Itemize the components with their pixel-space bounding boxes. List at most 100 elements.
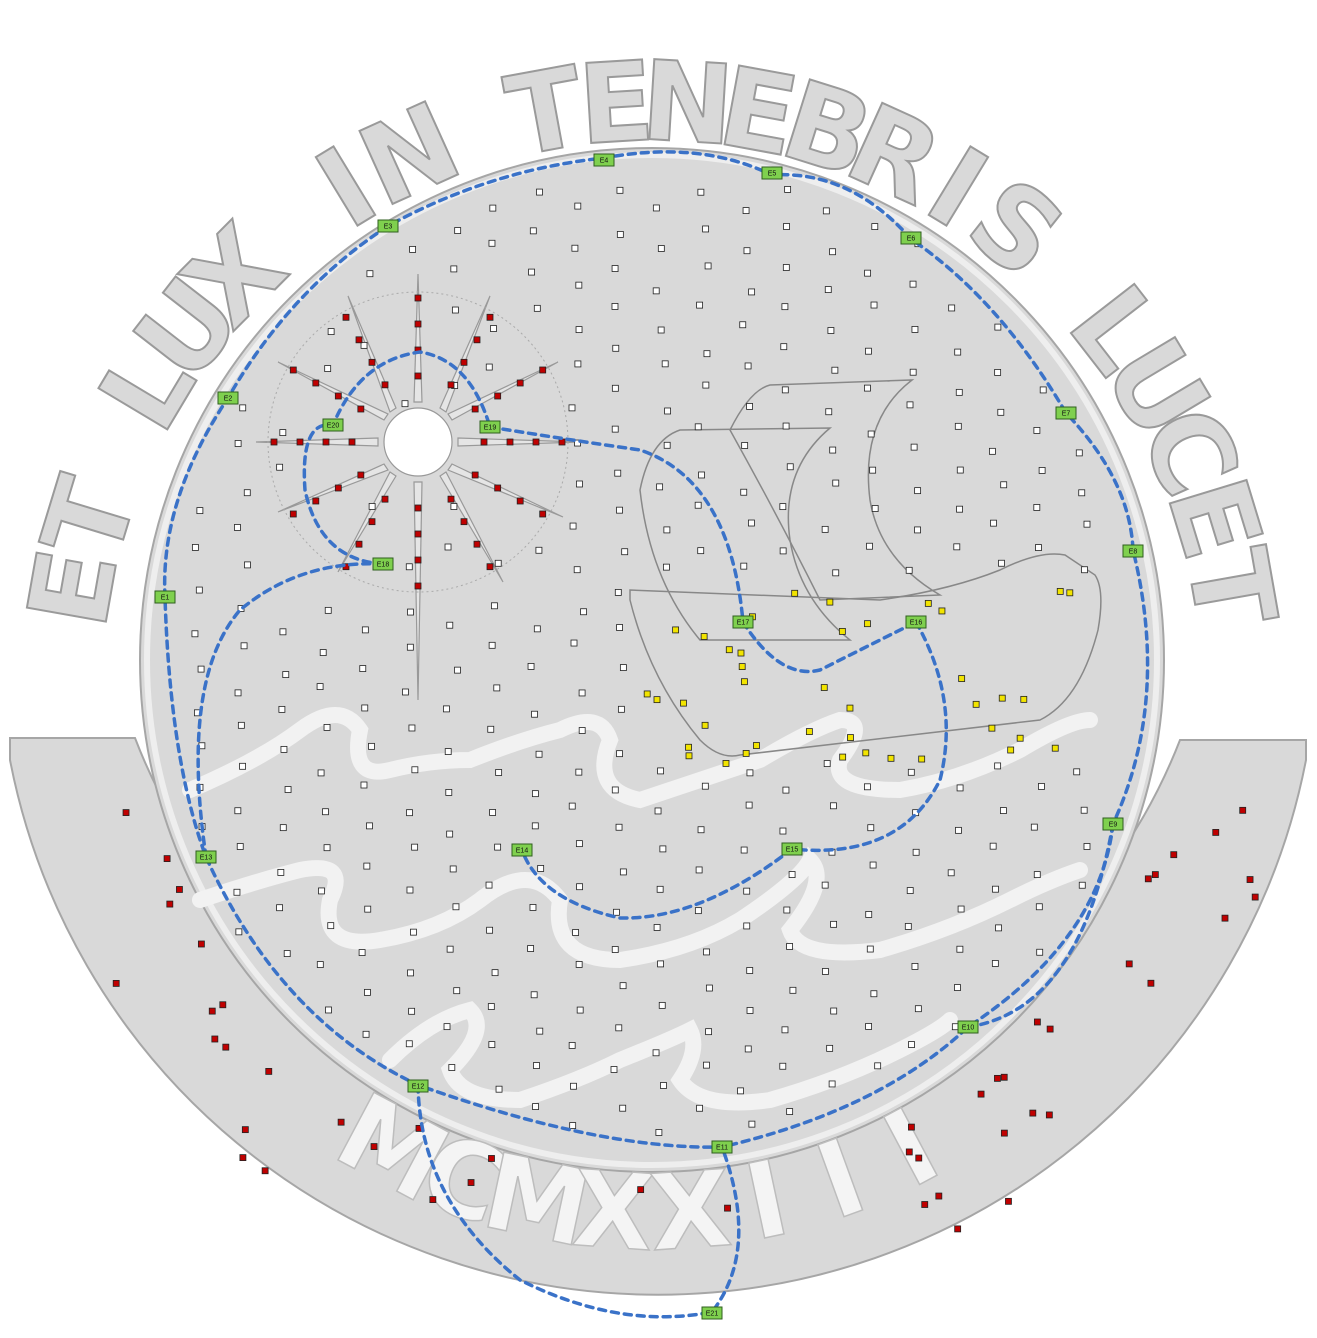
white-pixel	[662, 361, 668, 367]
white-pixel	[488, 1004, 494, 1010]
yellow-pixel	[939, 608, 945, 614]
white-pixel	[486, 364, 492, 370]
white-pixel	[617, 625, 623, 631]
white-pixel	[533, 1063, 539, 1069]
white-pixel	[864, 385, 870, 391]
white-pixel	[617, 751, 623, 757]
yellow-pixel	[738, 650, 744, 656]
red-pixel	[517, 380, 523, 386]
white-pixel	[829, 1081, 835, 1087]
white-pixel	[1036, 904, 1042, 910]
white-pixel	[612, 947, 618, 953]
white-pixel	[957, 785, 963, 791]
white-pixel	[875, 1063, 881, 1069]
yellow-pixel	[726, 647, 732, 653]
white-pixel	[406, 1041, 412, 1047]
white-pixel	[990, 843, 996, 849]
white-pixel	[664, 442, 670, 448]
white-pixel	[620, 869, 626, 875]
white-pixel	[244, 562, 250, 568]
white-pixel	[363, 1031, 369, 1037]
yellow-pixel	[847, 735, 853, 741]
white-pixel	[1082, 567, 1088, 573]
white-pixel	[235, 808, 241, 814]
node-e11: E11	[712, 1141, 732, 1153]
white-pixel	[489, 1042, 495, 1048]
white-pixel	[285, 787, 291, 793]
white-pixel	[957, 506, 963, 512]
node-e18: E18	[373, 558, 393, 570]
red-pixel	[1252, 894, 1258, 900]
white-pixel	[240, 405, 246, 411]
node-e13: E13	[196, 851, 216, 863]
white-pixel	[833, 480, 839, 486]
white-pixel	[617, 187, 623, 193]
red-pixel	[955, 1226, 961, 1232]
white-pixel	[410, 929, 416, 935]
white-pixel	[492, 970, 498, 976]
white-pixel	[532, 823, 538, 829]
white-pixel	[244, 490, 250, 496]
white-pixel	[782, 1027, 788, 1033]
red-pixel	[415, 295, 421, 301]
white-pixel	[494, 685, 500, 691]
white-pixel	[574, 567, 580, 573]
yellow-pixel	[644, 691, 650, 697]
white-pixel	[407, 644, 413, 650]
white-pixel	[447, 831, 453, 837]
red-pixel	[468, 1180, 474, 1186]
white-pixel	[695, 502, 701, 508]
white-pixel	[783, 787, 789, 793]
white-pixel	[706, 985, 712, 991]
red-pixel	[371, 1144, 377, 1150]
white-pixel	[742, 442, 748, 448]
white-pixel	[579, 690, 585, 696]
white-pixel	[825, 287, 831, 293]
node-label: E18	[377, 562, 390, 569]
red-pixel	[495, 393, 501, 399]
white-pixel	[822, 968, 828, 974]
white-pixel	[408, 970, 414, 976]
red-pixel	[1034, 1019, 1040, 1025]
white-pixel	[787, 464, 793, 470]
white-pixel	[325, 607, 331, 613]
white-pixel	[749, 1121, 755, 1127]
red-pixel	[313, 380, 319, 386]
red-pixel	[323, 439, 329, 445]
red-pixel	[487, 314, 493, 320]
white-pixel	[866, 1023, 872, 1029]
white-pixel	[325, 366, 331, 372]
white-pixel	[787, 1109, 793, 1115]
date-letter: X	[569, 1148, 658, 1275]
red-pixel	[994, 1075, 1000, 1081]
node-label: E5	[768, 171, 777, 178]
node-e7: E7	[1056, 407, 1076, 419]
node-e3: E3	[378, 220, 398, 232]
node-label: E8	[1129, 549, 1138, 556]
white-pixel	[780, 548, 786, 554]
white-pixel	[699, 472, 705, 478]
red-pixel	[540, 511, 546, 517]
white-pixel	[454, 988, 460, 994]
white-pixel	[826, 409, 832, 415]
node-e2: E2	[218, 392, 238, 404]
white-pixel	[369, 503, 375, 509]
red-pixel	[559, 439, 565, 445]
white-pixel	[612, 266, 618, 272]
yellow-pixel	[821, 685, 827, 691]
node-label: E13	[200, 855, 213, 862]
yellow-pixel	[654, 697, 660, 703]
red-pixel	[212, 1036, 218, 1042]
white-pixel	[364, 863, 370, 869]
node-label: E4	[600, 158, 609, 165]
red-pixel	[1145, 876, 1151, 882]
white-pixel	[958, 906, 964, 912]
white-pixel	[570, 1083, 576, 1089]
white-pixel	[741, 489, 747, 495]
white-pixel	[704, 351, 710, 357]
white-pixel	[406, 564, 412, 570]
yellow-pixel	[806, 729, 812, 735]
red-pixel	[415, 583, 421, 589]
white-pixel	[948, 870, 954, 876]
white-pixel	[447, 946, 453, 952]
